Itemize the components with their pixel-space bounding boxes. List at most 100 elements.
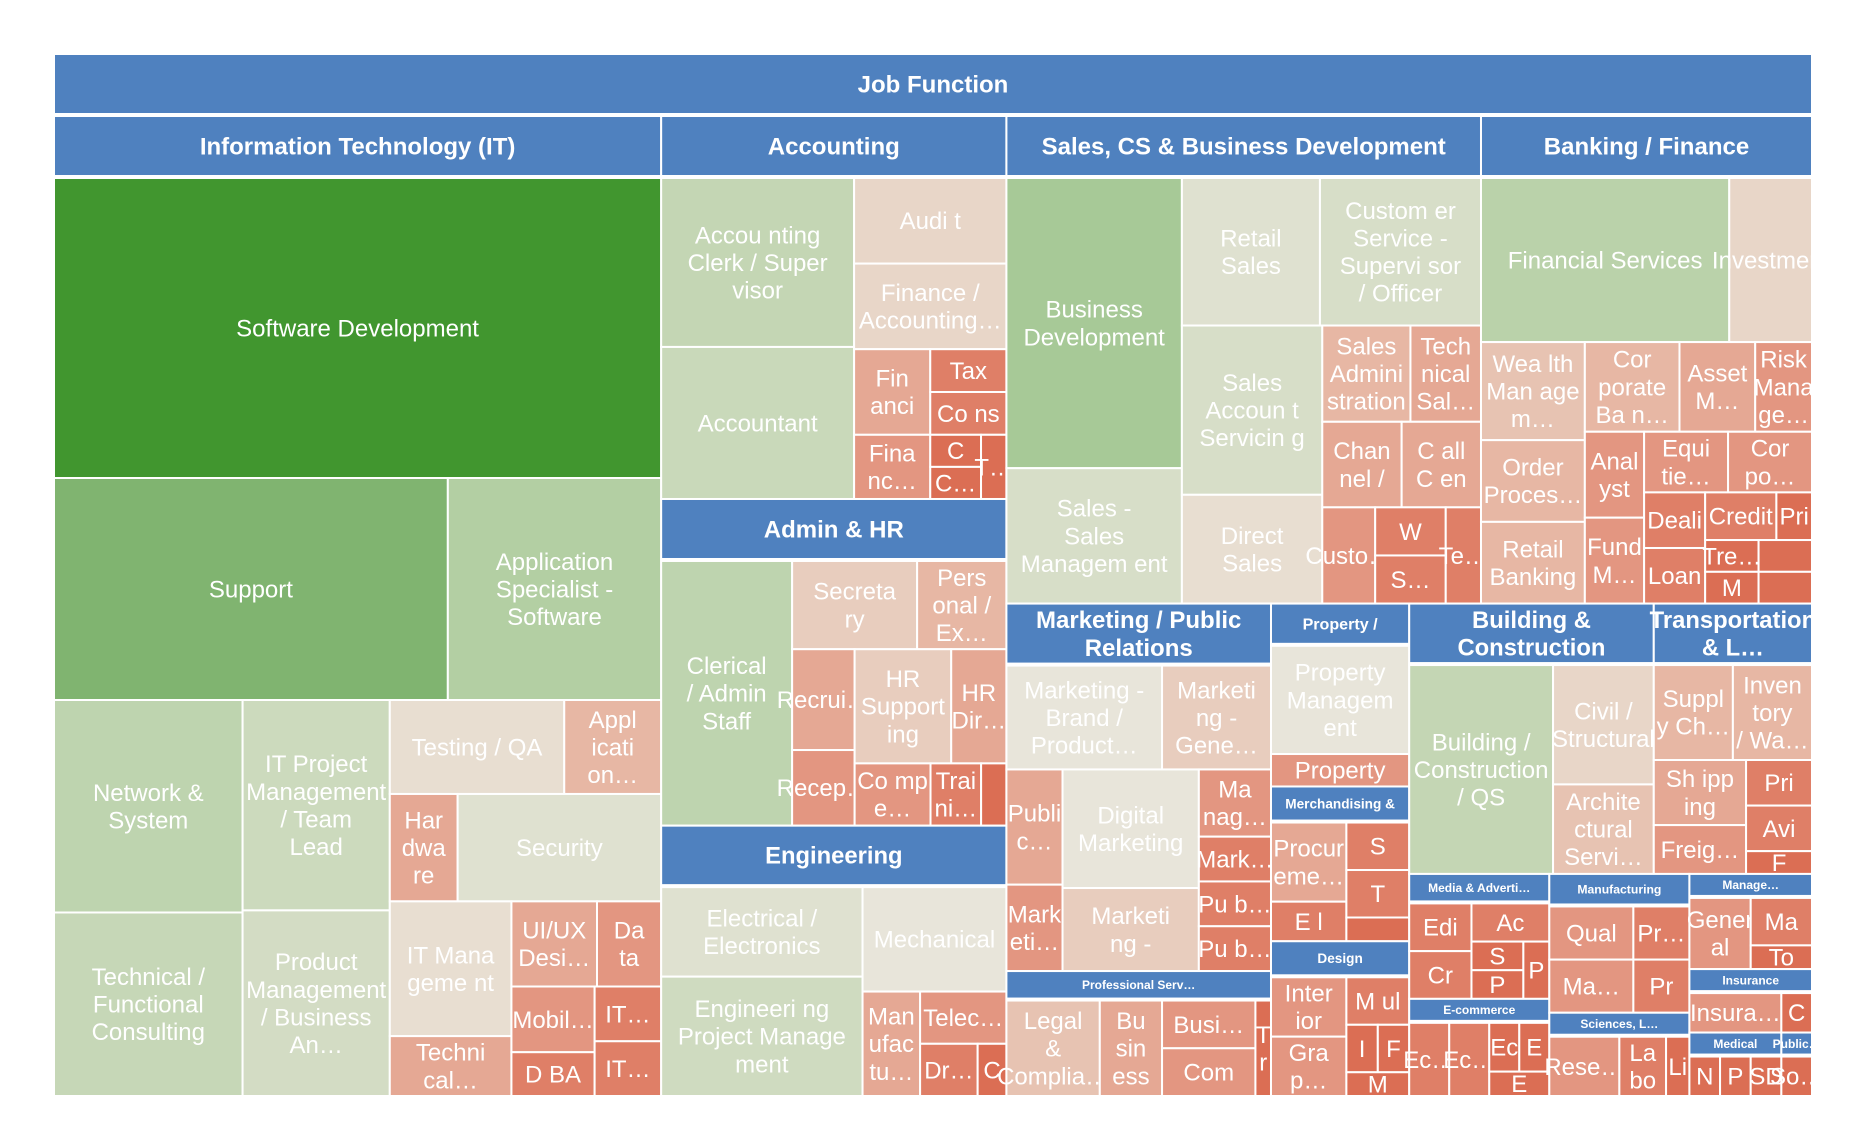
tile-label: Insura… xyxy=(1690,1000,1781,1027)
tile xyxy=(1374,506,1447,557)
tile-label: Techni cal… xyxy=(416,1040,485,1095)
tile xyxy=(1678,341,1757,433)
tile-label: Rese… xyxy=(1544,1054,1624,1081)
tile-label: Ec… xyxy=(1403,1047,1455,1074)
tile-label: I xyxy=(1359,1036,1366,1063)
tile-label: Fin anci xyxy=(870,366,914,421)
tile xyxy=(1180,177,1321,327)
tile xyxy=(1775,491,1814,542)
tile-label: Fina nc… xyxy=(867,440,916,495)
tile xyxy=(388,792,459,903)
tile-label: Retail Banking xyxy=(1490,536,1577,591)
tile xyxy=(456,792,663,903)
tile xyxy=(1704,570,1760,605)
tile-label: Audi t xyxy=(900,208,962,235)
tile-label: IT… xyxy=(605,1056,650,1083)
tile-label: Pu b… xyxy=(1198,936,1271,963)
tile xyxy=(1376,1023,1411,1074)
tile xyxy=(1318,177,1482,327)
tile xyxy=(241,909,391,1097)
tile-label: C… xyxy=(935,470,976,497)
tile xyxy=(388,1035,513,1097)
tile xyxy=(1632,958,1691,1014)
tile-label: Financial Services xyxy=(1508,247,1703,274)
tile-label: Dr… xyxy=(924,1057,973,1084)
tile xyxy=(1408,950,1473,1000)
tile-label: Investment xyxy=(1712,247,1830,274)
tile xyxy=(1061,768,1200,890)
group-label: Sciences, L… xyxy=(1580,1017,1658,1031)
tile xyxy=(791,559,919,651)
tile xyxy=(861,990,922,1097)
tile-label: P xyxy=(1727,1064,1743,1091)
tile-label: M ul xyxy=(1355,988,1400,1015)
tile xyxy=(1583,341,1681,433)
tile-label: Custom er Service -Supervi sor / Officer xyxy=(1340,198,1461,308)
tile xyxy=(1408,1021,1451,1098)
tile-label: Li xyxy=(1668,1054,1687,1081)
tile-label: Product Management / Business An… xyxy=(246,949,386,1059)
tile xyxy=(1688,896,1752,971)
tile-label: Pri xyxy=(1764,770,1793,797)
tile xyxy=(1488,1070,1551,1098)
tile-label: Property xyxy=(1295,758,1386,785)
tile xyxy=(916,559,1008,651)
tile-label: Support xyxy=(209,576,293,603)
tile-label: Asset M… xyxy=(1687,361,1747,416)
tile xyxy=(1161,1047,1257,1097)
tile xyxy=(1345,916,1411,943)
group-header xyxy=(660,497,1008,560)
tile-label: Chan nel / xyxy=(1333,438,1390,493)
tile xyxy=(1552,783,1655,875)
tile-label: Freig… xyxy=(1661,837,1740,864)
tile xyxy=(980,433,1008,500)
tile-label: Wea lth Man age m… xyxy=(1486,351,1579,433)
tile-label: To xyxy=(1769,945,1794,972)
group-label: Marketing / Public Relations xyxy=(1036,607,1241,662)
tile xyxy=(980,762,1008,827)
group-label: Manage… xyxy=(1722,878,1779,892)
tile-label: Man ufac tu… xyxy=(868,1004,915,1086)
tile xyxy=(1780,992,1814,1034)
group-label: Merchandising & xyxy=(1285,796,1395,811)
tile-label: Network & System xyxy=(93,780,204,835)
tile-label: Marketi ng - xyxy=(1091,903,1170,958)
tile-label: Cor porate Ba n… xyxy=(1595,347,1668,429)
tile-label: M xyxy=(1722,575,1742,602)
tile-label: M xyxy=(1368,1072,1388,1099)
tile-label: Sh ipp ing xyxy=(1666,766,1734,821)
tile-label: Inter ior xyxy=(1285,981,1333,1036)
tile xyxy=(1548,958,1635,1014)
tile-label: W xyxy=(1399,519,1422,546)
tile-label: Telec… xyxy=(923,1005,1003,1032)
tile-label: Appl icati on… xyxy=(587,707,638,789)
tile xyxy=(241,699,391,912)
tile xyxy=(853,177,1008,265)
tile-label: Finance / Accounting… xyxy=(859,280,1002,335)
group-label: Sales, CS & Business Development xyxy=(1042,133,1446,160)
tile-label: Ma nag… xyxy=(1203,777,1267,832)
tile-label: Sales Admini stration xyxy=(1327,333,1406,415)
tile xyxy=(660,975,864,1097)
tile-label: F xyxy=(1772,850,1787,877)
tile-label: N xyxy=(1696,1064,1713,1091)
tile xyxy=(1180,493,1324,605)
group-header xyxy=(1652,602,1813,665)
tile xyxy=(853,648,953,765)
chart-title: Job Function xyxy=(858,71,1009,98)
tile-label: Procur eme… xyxy=(1273,836,1344,891)
tile-label: Edi xyxy=(1423,915,1458,942)
tile xyxy=(1754,341,1813,433)
group-label: Admin & HR xyxy=(764,516,904,543)
tile xyxy=(853,262,1008,351)
tile-label: Ac xyxy=(1496,910,1524,937)
tile-label: Cor po… xyxy=(1745,436,1796,491)
tile-label: Sales Accoun t Servicin g xyxy=(1199,370,1304,452)
tile xyxy=(1780,1055,1814,1098)
group-label: Media & Adverti… xyxy=(1428,881,1530,895)
tile-label: E l xyxy=(1295,909,1323,936)
tile-label: S… xyxy=(1390,567,1430,594)
tile-label: Trai ni… xyxy=(934,768,977,823)
tile-label: Inven tory / Wa… xyxy=(1736,672,1808,754)
